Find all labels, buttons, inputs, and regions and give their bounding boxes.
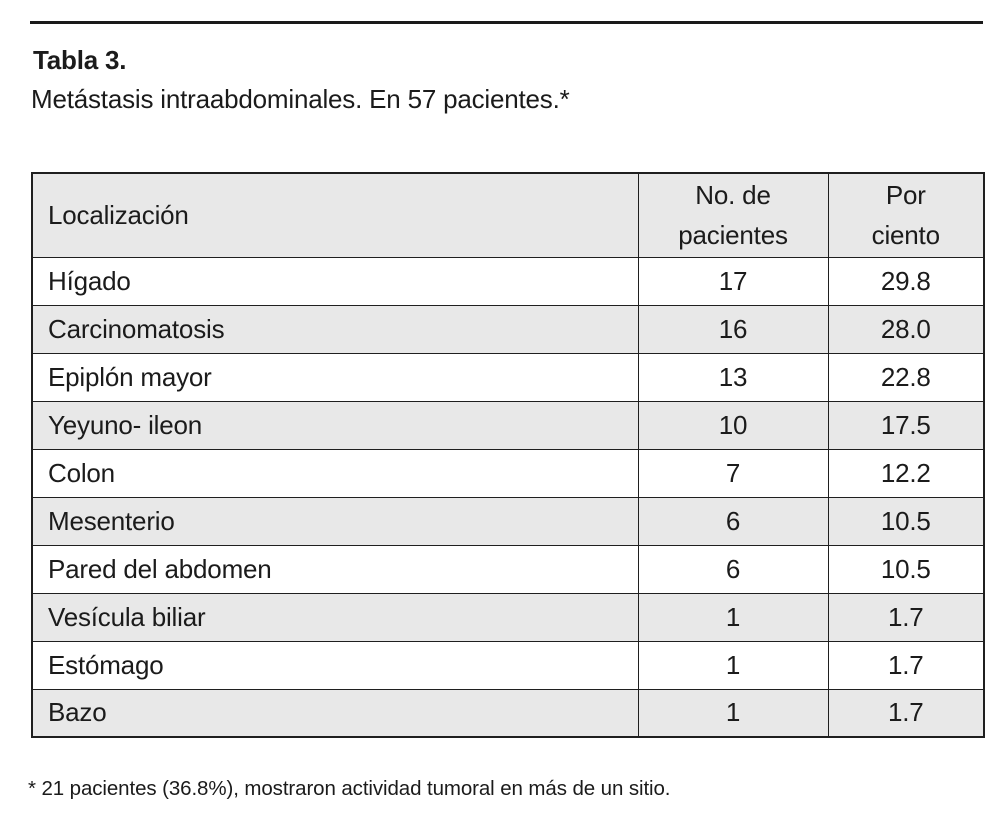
column-header-percent: Por ciento (827, 172, 985, 258)
cell-patients: 13 (637, 352, 829, 402)
cell-percent: 28.0 (827, 304, 985, 354)
cell-localizacion: Estómago (31, 640, 639, 690)
cell-percent: 1.7 (827, 640, 985, 690)
cell-patients: 1 (637, 640, 829, 690)
table-row: Mesenterio 6 10.5 (31, 496, 985, 546)
cell-percent: 29.8 (827, 256, 985, 306)
table-row: Estómago 1 1.7 (31, 640, 985, 690)
cell-percent: 1.7 (827, 688, 985, 738)
cell-percent: 10.5 (827, 496, 985, 546)
cell-percent: 12.2 (827, 448, 985, 498)
metastasis-table: Localización No. de pacientes Por ciento… (31, 172, 985, 738)
cell-patients: 17 (637, 256, 829, 306)
cell-localizacion: Carcinomatosis (31, 304, 639, 354)
cell-localizacion: Hígado (31, 256, 639, 306)
table-row: Carcinomatosis 16 28.0 (31, 304, 985, 354)
table-title: Tabla 3. (33, 45, 127, 75)
cell-localizacion: Mesenterio (31, 496, 639, 546)
table-row: Yeyuno- ileon 10 17.5 (31, 400, 985, 450)
column-header-localizacion: Localización (31, 172, 639, 258)
cell-percent: 22.8 (827, 352, 985, 402)
table-row: Colon 7 12.2 (31, 448, 985, 498)
column-header-patients: No. de pacientes (637, 172, 829, 258)
cell-percent: 1.7 (827, 592, 985, 642)
table-row: Bazo 1 1.7 (31, 688, 985, 738)
cell-localizacion: Bazo (31, 688, 639, 738)
cell-percent: 10.5 (827, 544, 985, 594)
cell-patients: 1 (637, 592, 829, 642)
table-header-row: Localización No. de pacientes Por ciento (31, 172, 985, 258)
table-subtitle: Metástasis intraabdominales. En 57 pacie… (31, 84, 570, 114)
cell-localizacion: Epiplón mayor (31, 352, 639, 402)
cell-patients: 6 (637, 544, 829, 594)
cell-patients: 10 (637, 400, 829, 450)
cell-patients: 7 (637, 448, 829, 498)
column-header-patients-label: No. de pacientes (678, 179, 788, 251)
cell-patients: 6 (637, 496, 829, 546)
cell-patients: 16 (637, 304, 829, 354)
table-footnote: * 21 pacientes (36.8%), mostraron activi… (28, 777, 671, 800)
table-row: Pared del abdomen 6 10.5 (31, 544, 985, 594)
cell-localizacion: Colon (31, 448, 639, 498)
cell-patients: 1 (637, 688, 829, 738)
table-row: Vesícula biliar 1 1.7 (31, 592, 985, 642)
cell-localizacion: Vesícula biliar (31, 592, 639, 642)
top-divider-rule (30, 21, 983, 24)
cell-localizacion: Yeyuno- ileon (31, 400, 639, 450)
cell-localizacion: Pared del abdomen (31, 544, 639, 594)
cell-percent: 17.5 (827, 400, 985, 450)
table-row: Hígado 17 29.8 (31, 256, 985, 306)
table-row: Epiplón mayor 13 22.8 (31, 352, 985, 402)
column-header-percent-label: Por ciento (871, 179, 940, 251)
